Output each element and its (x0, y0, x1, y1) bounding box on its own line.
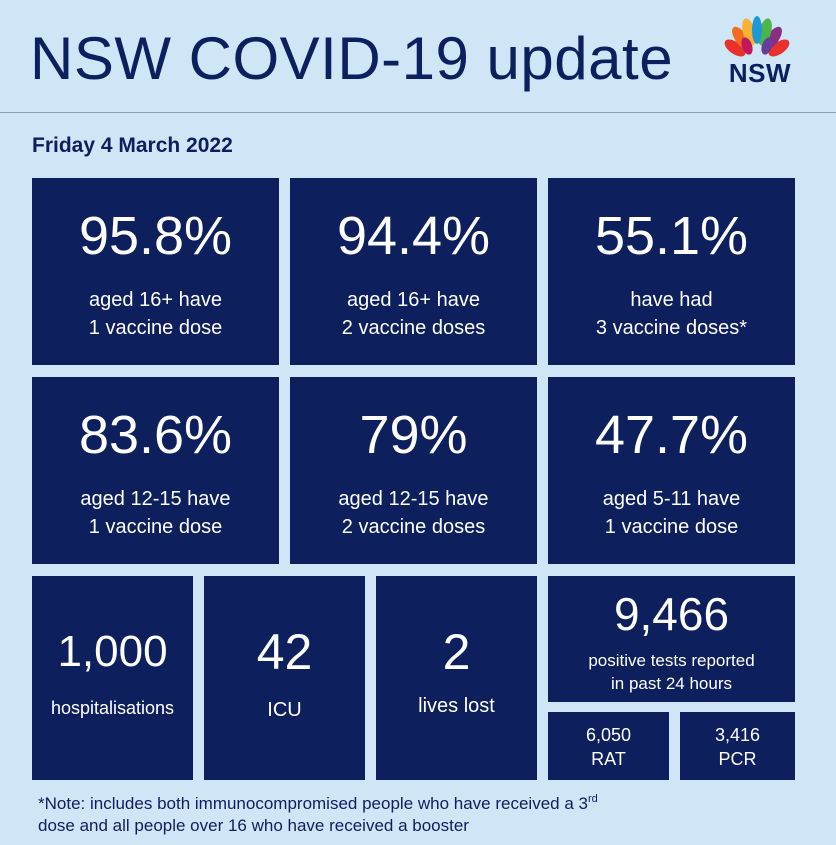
stat-tile-16-plus-1-dose: 95.8% aged 16+ have 1 vaccine dose (32, 178, 279, 365)
stat-label-line2: 1 vaccine dose (604, 516, 739, 538)
stat-tile-lives-lost: 2 lives lost (376, 576, 537, 780)
waratah-logo-icon (724, 16, 790, 57)
stat-label-line1: aged 16+ have (89, 289, 222, 311)
stat-value: 47.7% (594, 405, 749, 465)
stat-label-line2: 2 vaccine doses (341, 516, 486, 538)
footnote-text-part1: *Note: includes both immunocompromised p… (38, 794, 588, 813)
stat-label-line2: 1 vaccine dose (88, 317, 223, 339)
stat-value: 94.4% (336, 206, 491, 266)
stat-value: 9,466 (613, 588, 730, 640)
stat-tile-12-15-1-dose: 83.6% aged 12-15 have 1 vaccine dose (32, 377, 279, 564)
stat-label: RAT (591, 749, 626, 769)
stat-tile-12-15-2-doses: 79% aged 12-15 have 2 vaccine doses (290, 377, 537, 564)
stat-tile-3-doses: 55.1% have had 3 vaccine doses* (548, 178, 795, 365)
stat-label-line2: in past 24 hours (611, 674, 732, 693)
stat-label-line1: aged 5-11 have (602, 488, 741, 510)
stat-label-line1: aged 16+ have (347, 289, 480, 311)
stat-label-line2: 1 vaccine dose (88, 516, 223, 538)
stat-label: lives lost (418, 695, 495, 717)
stat-label: PCR (718, 749, 757, 769)
stat-value: 1,000 (57, 627, 168, 676)
stat-label-line2: 2 vaccine doses (341, 317, 486, 339)
stat-tile-hospitalisations: 1,000 hospitalisations (32, 576, 193, 780)
stat-tile-pcr: 3,416 PCR (680, 712, 795, 780)
nsw-logo-text: NSW (728, 58, 792, 88)
footnote: *Note: includes both immunocompromised p… (38, 793, 818, 837)
footnote-superscript: rd (587, 793, 598, 805)
stat-label-line2: 3 vaccine doses* (595, 317, 748, 339)
stat-value: 79% (359, 405, 468, 465)
stat-tile-16-plus-2-doses: 94.4% aged 16+ have 2 vaccine doses (290, 178, 537, 365)
stat-label-line1: positive tests reported (588, 651, 755, 670)
stat-value: 3,416 (714, 725, 761, 745)
stat-tile-positive-tests: 9,466 positive tests reported in past 24… (548, 576, 795, 702)
footnote-text-part2: dose and all people over 16 who have rec… (38, 816, 469, 835)
page-title: NSW COVID-19 update (30, 25, 674, 92)
stat-label: ICU (267, 699, 302, 721)
stat-value: 42 (256, 624, 313, 680)
stat-value: 6,050 (585, 725, 632, 745)
stat-label-line1: aged 12-15 have (338, 488, 489, 510)
stat-label: hospitalisations (50, 698, 175, 718)
stat-label-line1: have had (630, 289, 713, 311)
stat-tile-icu: 42 ICU (204, 576, 365, 780)
report-date: Friday 4 March 2022 (32, 134, 233, 157)
stat-value: 55.1% (594, 206, 749, 266)
header: NSW COVID-19 update NSW (0, 0, 836, 113)
stat-tile-5-11-1-dose: 47.7% aged 5-11 have 1 vaccine dose (548, 377, 795, 564)
stat-tile-rat: 6,050 RAT (548, 712, 669, 780)
stat-label-line1: aged 12-15 have (80, 488, 231, 510)
stat-value: 95.8% (78, 206, 233, 266)
stat-value: 83.6% (78, 405, 233, 465)
stat-value: 2 (442, 624, 471, 680)
